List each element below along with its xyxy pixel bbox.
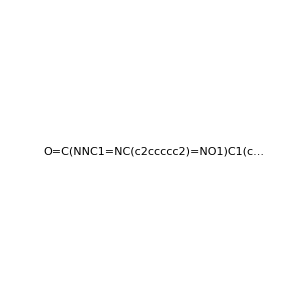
Text: O=C(NNC1=NC(c2ccccc2)=NO1)C1(c...: O=C(NNC1=NC(c2ccccc2)=NO1)C1(c... — [43, 146, 264, 157]
